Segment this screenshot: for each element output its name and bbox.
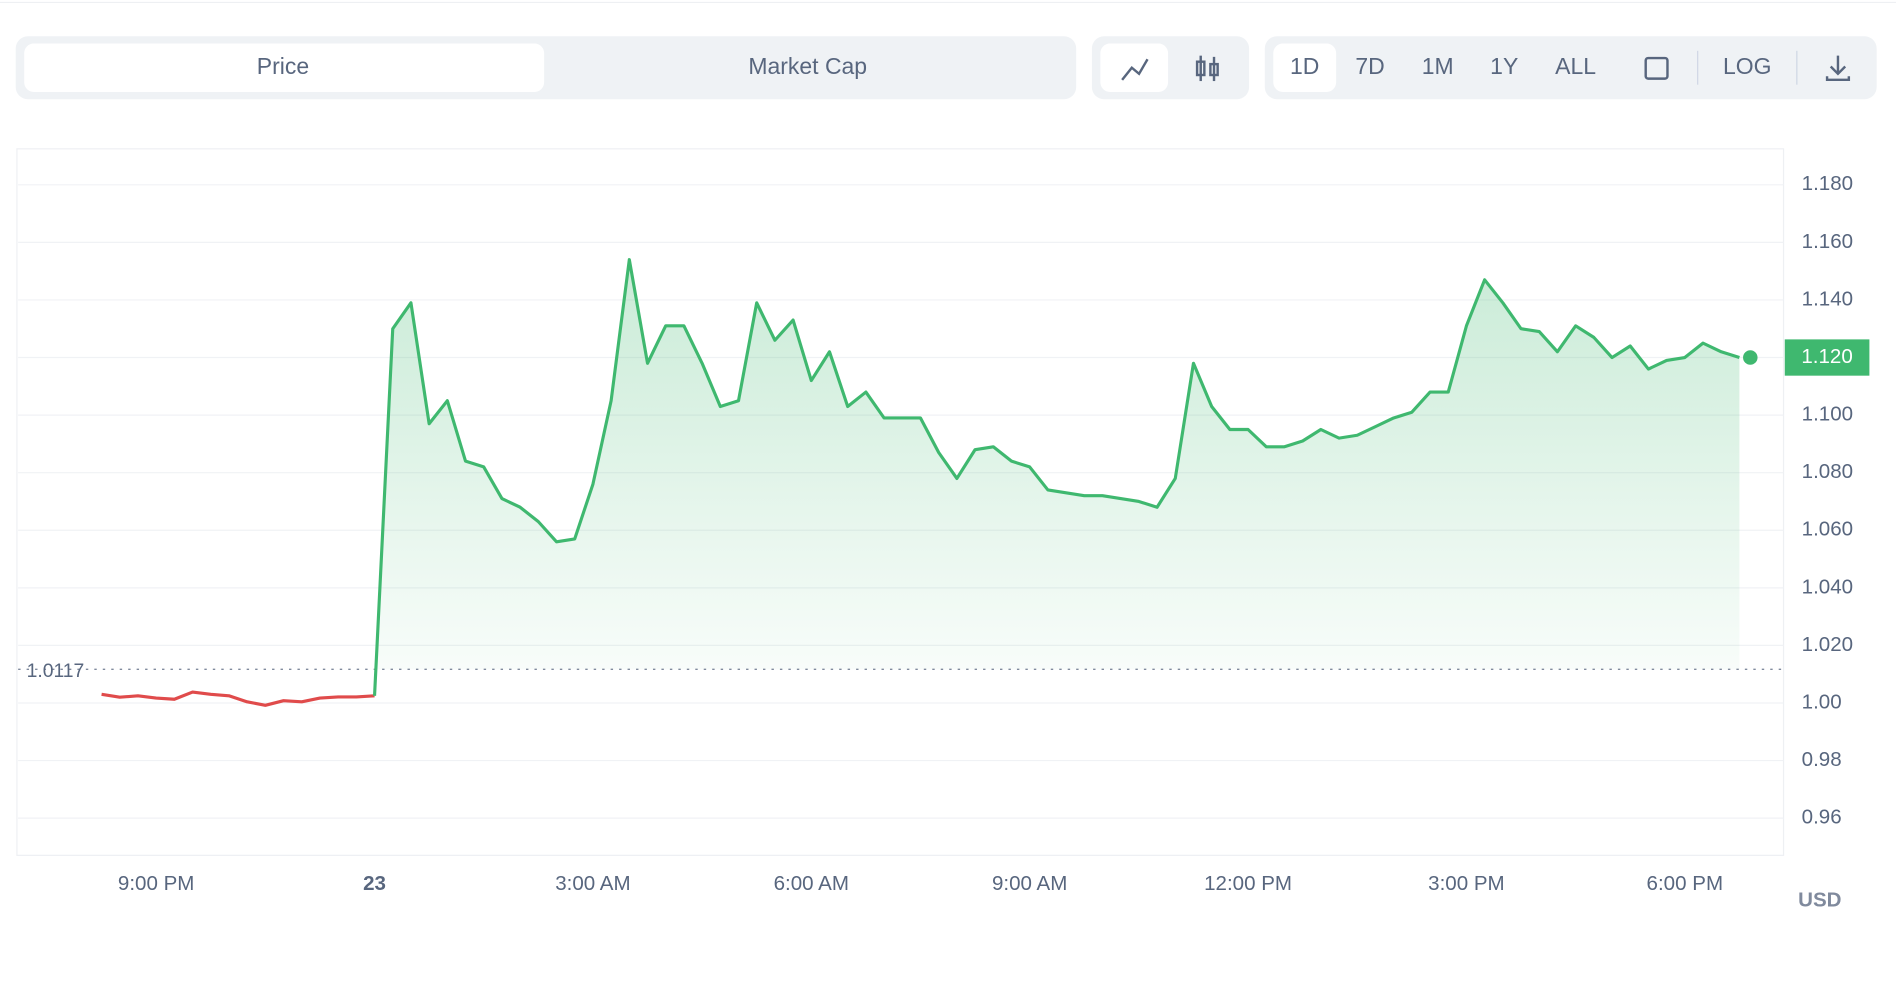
tab-active[interactable] [24, 43, 545, 92]
price-line-up [372, 258, 1740, 696]
range-button[interactable]: 1D [1290, 53, 1319, 79]
calendar-icon[interactable] [1644, 56, 1669, 80]
range-button[interactable]: 7D [1355, 53, 1384, 79]
range-group [1264, 36, 1877, 100]
x-tick-label: 3:00 AM [555, 872, 630, 895]
price-line-down [101, 690, 375, 707]
baseline-label: 1.0117 [27, 660, 85, 682]
range-button[interactable]: ALL [1555, 53, 1596, 79]
x-tick-label: 23 [363, 872, 386, 895]
y-tick-label: 1.160 [1802, 230, 1853, 253]
tab[interactable]: Price [257, 53, 309, 79]
tab[interactable]: Market Cap [748, 53, 867, 79]
y-tick-label: 0.96 [1802, 806, 1842, 829]
x-tick-label: 3:00 PM [1428, 872, 1505, 895]
last-point [1743, 350, 1758, 365]
log-button[interactable]: LOG [1723, 53, 1772, 79]
x-tick-label: 6:00 PM [1647, 872, 1724, 895]
x-tick-label: 9:00 AM [992, 872, 1067, 895]
range-button[interactable]: 1M [1422, 53, 1454, 79]
y-tick-label: 1.100 [1802, 403, 1853, 426]
y-tick-label: 1.060 [1802, 518, 1853, 541]
range-active[interactable] [1273, 43, 1337, 92]
price-tag [1784, 339, 1870, 376]
download-icon[interactable] [1825, 55, 1851, 82]
y-tick-label: 1.040 [1802, 575, 1853, 598]
y-tick-label: 0.98 [1802, 748, 1842, 771]
line-button[interactable] [1100, 43, 1169, 92]
x-tick-label: 9:00 PM [118, 872, 195, 895]
x-tick-label: 6:00 AM [774, 872, 849, 895]
candle-icon[interactable] [1195, 55, 1219, 82]
currency: USD [1798, 889, 1841, 912]
y-tick-label: 1.080 [1802, 460, 1853, 483]
area-fill [374, 259, 1740, 696]
y-tick-label: 1.180 [1802, 172, 1853, 195]
line-icon [1121, 58, 1149, 81]
y-tick-label: 1.140 [1802, 287, 1853, 310]
range-button[interactable]: 1Y [1490, 53, 1518, 79]
x-tick-label: 12:00 PM [1204, 872, 1292, 895]
y-tick-label: 1.020 [1802, 633, 1853, 656]
y-tick-label: 1.00 [1802, 690, 1842, 713]
price-tag-label: 1.120 [1801, 345, 1852, 368]
plot-frame [16, 148, 1785, 856]
